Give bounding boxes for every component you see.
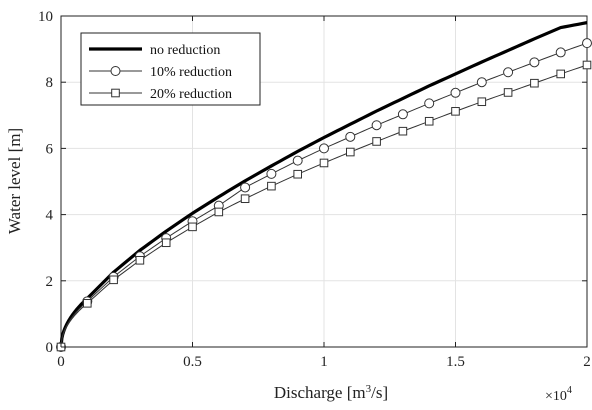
data-point [319,143,329,154]
data-point [398,126,408,136]
legend-marker [110,66,121,76]
data-point [345,131,356,142]
data-point [267,181,276,191]
x-tick-label: 1.5 [446,354,465,370]
data-point [476,77,487,88]
data-point [529,57,540,68]
data-point [346,147,355,157]
series-none [59,21,588,348]
data-point [556,69,566,79]
y-tick-label: 4 [46,208,54,224]
data-point [503,67,514,78]
legend-marker [111,88,120,98]
y-tick-label: 2 [46,274,54,290]
y-axis-label: Water level [m] [5,128,24,234]
data-point [240,194,250,204]
data-point [161,238,171,248]
data-point [397,109,408,120]
legend: no reduction 10% reduction 20% reduction [80,32,261,106]
data-point [83,299,92,308]
ticks-layer: 0 0.5 1 1.5 2 0 2 4 6 8 10 [38,9,591,370]
y-tick-label: 10 [38,9,53,25]
x-tick-label: 1 [320,354,328,370]
data-point [555,47,566,58]
data-point [372,137,381,146]
data-point [293,169,302,179]
data-point [450,87,461,98]
data-point [582,60,592,70]
data-point [109,275,118,285]
legend-label: no reduction [150,43,220,58]
legend-label: 20% reduction [150,87,232,102]
data-point [319,158,329,168]
data-point [451,107,460,116]
series-line [59,21,588,348]
data-point [292,155,303,166]
data-point [266,168,277,179]
data-point [188,222,197,232]
data-point [530,78,539,88]
legend-label: 10% reduction [150,65,232,80]
y-tick-label: 0 [46,340,54,356]
data-point [582,38,592,49]
data-point [240,182,251,193]
data-point [503,88,513,97]
data-point [371,120,382,131]
data-point [214,207,224,217]
data-point [477,97,487,107]
y-tick-label: 6 [46,141,54,157]
x-tick-label: 0 [57,354,65,370]
x-axis-label: Discharge [m3/s] [274,383,388,402]
y-tick-label: 8 [46,75,54,91]
x-multiplier: ×104 [545,385,572,404]
x-tick-label: 2 [583,354,591,370]
data-point [135,255,145,265]
data-point [424,116,434,126]
x-tick-label: 0.5 [183,354,202,370]
data-point [424,98,435,109]
